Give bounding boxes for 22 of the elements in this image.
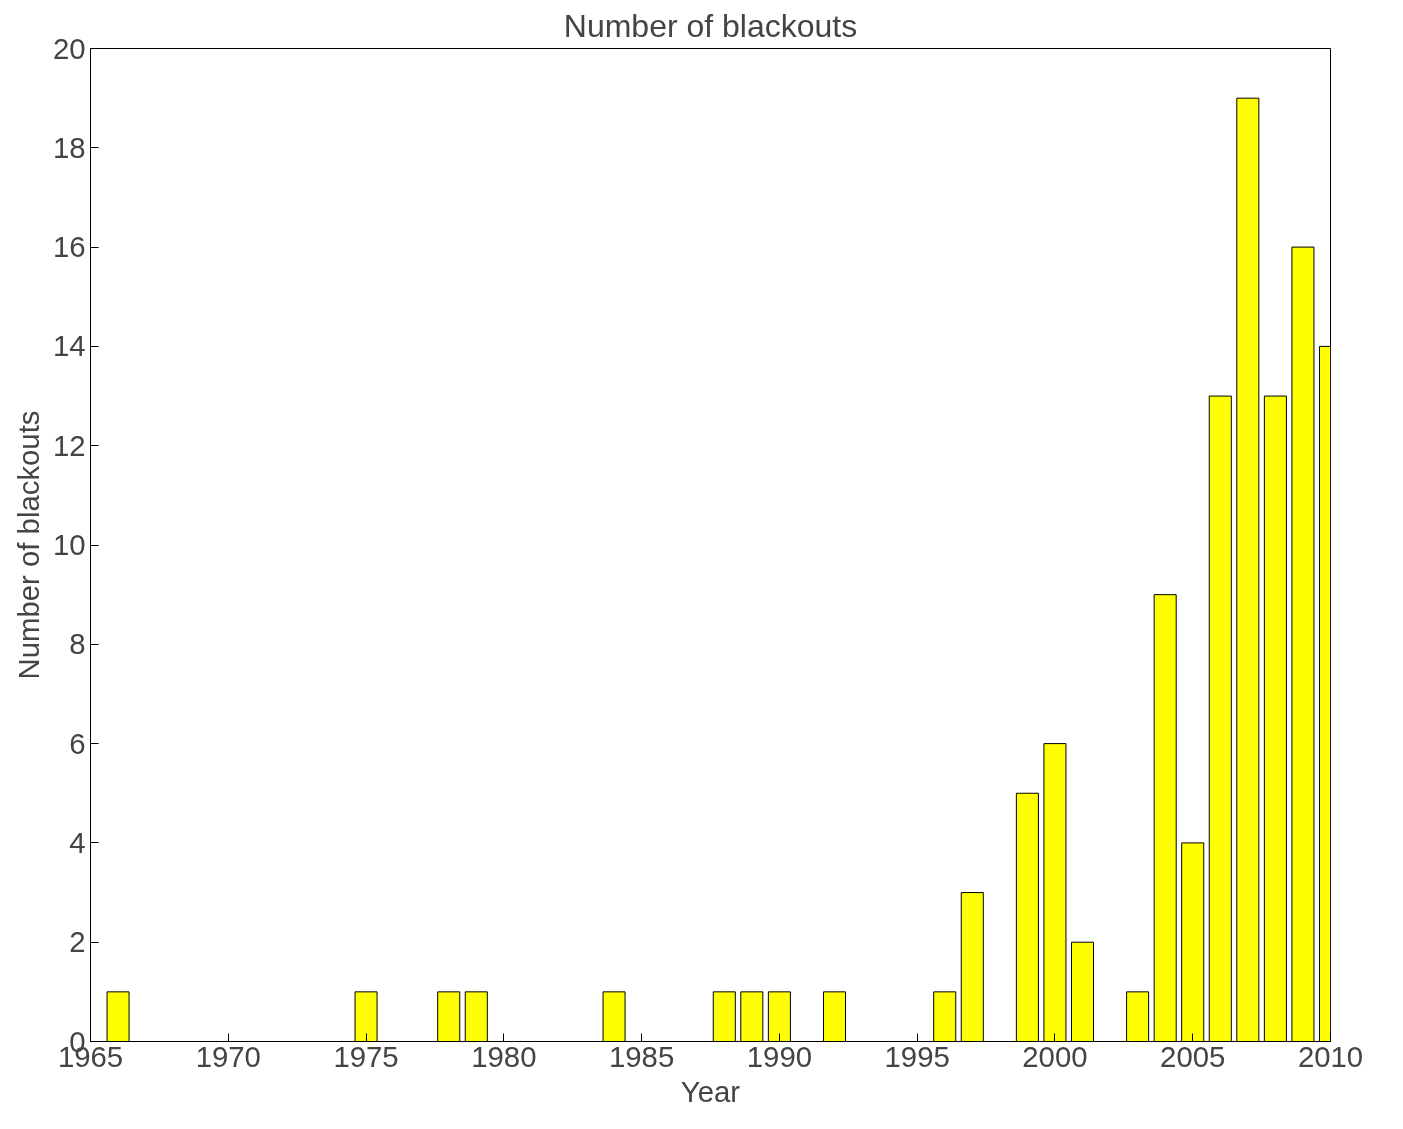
- y-tick-label: 14: [52, 329, 86, 363]
- x-tick-label: 1985: [608, 1039, 675, 1073]
- x-tick-label: 1990: [746, 1039, 813, 1073]
- x-tick-label: 1975: [333, 1039, 399, 1073]
- y-tick-label: 4: [69, 825, 86, 859]
- y-tick-label: 18: [52, 130, 86, 164]
- y-tick-label: 8: [69, 627, 86, 661]
- y-tick-label: 2: [69, 925, 86, 959]
- y-tick-label: 12: [52, 428, 86, 462]
- y-tick-label: 6: [69, 726, 86, 760]
- x-tick-label: 1995: [884, 1039, 950, 1073]
- x-tick-label: 2005: [1160, 1039, 1226, 1073]
- x-tick-label: 2000: [1022, 1039, 1088, 1073]
- x-axis-title: Year: [680, 1074, 741, 1108]
- x-tick-label: 1980: [471, 1039, 537, 1073]
- x-tick-label: 2010: [1297, 1039, 1364, 1073]
- y-axis-title: Number of blackouts: [11, 410, 45, 680]
- x-tick-label: 1970: [195, 1039, 261, 1073]
- y-tick-label: 16: [52, 230, 86, 264]
- y-tick-label: 10: [52, 528, 86, 561]
- chart-title: Number of blackouts: [563, 7, 858, 44]
- y-tick-label: 20: [52, 31, 86, 65]
